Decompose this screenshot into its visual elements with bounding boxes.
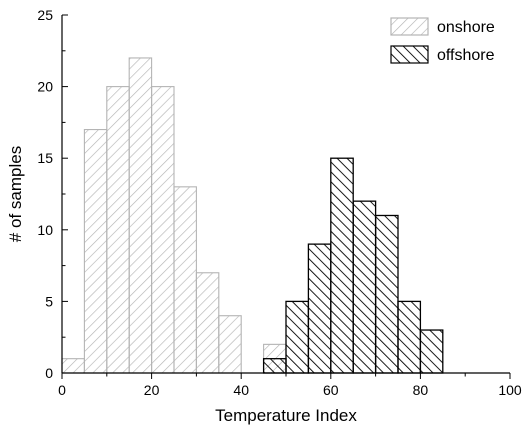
onshore-bar-0 (61, 358, 85, 374)
x-tick-label: 60 (323, 382, 339, 398)
x-tick-label: 20 (144, 382, 160, 398)
onshore-bar-3 (128, 57, 153, 374)
onshore-bar-1 (83, 129, 108, 374)
legend-label-offshore: offshore (437, 47, 495, 64)
offshore-bar-7 (419, 329, 444, 374)
offshore-bar-6 (397, 300, 422, 374)
onshore-bar-5 (173, 186, 197, 374)
onshore-series (61, 57, 287, 374)
y-tick-label: 15 (37, 150, 53, 166)
legend-swatch-onshore (390, 17, 429, 36)
onshore-bar-7 (218, 315, 242, 374)
y-axis-ticks: 0 5 10 15 20 25 (37, 7, 68, 381)
onshore-bar-4 (151, 86, 175, 374)
x-tick-label: 80 (413, 382, 429, 398)
offshore-series (262, 157, 444, 374)
offshore-bar-5 (374, 214, 399, 374)
legend: onshore offshore (390, 17, 495, 64)
x-axis-ticks: 0 20 40 60 80 100 (58, 373, 522, 398)
y-axis-title: # of samples (6, 146, 25, 242)
x-tick-label: 40 (233, 382, 249, 398)
y-tick-label: 10 (37, 222, 53, 238)
y-tick-label: 5 (45, 293, 53, 309)
y-tick-label: 20 (37, 79, 53, 95)
offshore-bar-3 (330, 157, 354, 374)
offshore-bar-1 (285, 300, 310, 374)
offshore-bar-0 (262, 358, 287, 374)
x-axis-title: Temperature Index (215, 406, 357, 425)
y-tick-label: 0 (45, 365, 53, 381)
legend-label-onshore: onshore (437, 19, 495, 36)
onshore-bar-6 (195, 272, 220, 374)
offshore-bar-2 (307, 243, 332, 374)
x-tick-label: 0 (58, 382, 66, 398)
offshore-bar-4 (352, 200, 377, 374)
legend-swatch-offshore (390, 45, 429, 64)
x-tick-label: 100 (498, 382, 522, 398)
onshore-bar-2 (106, 86, 130, 374)
y-tick-label: 25 (37, 7, 53, 23)
